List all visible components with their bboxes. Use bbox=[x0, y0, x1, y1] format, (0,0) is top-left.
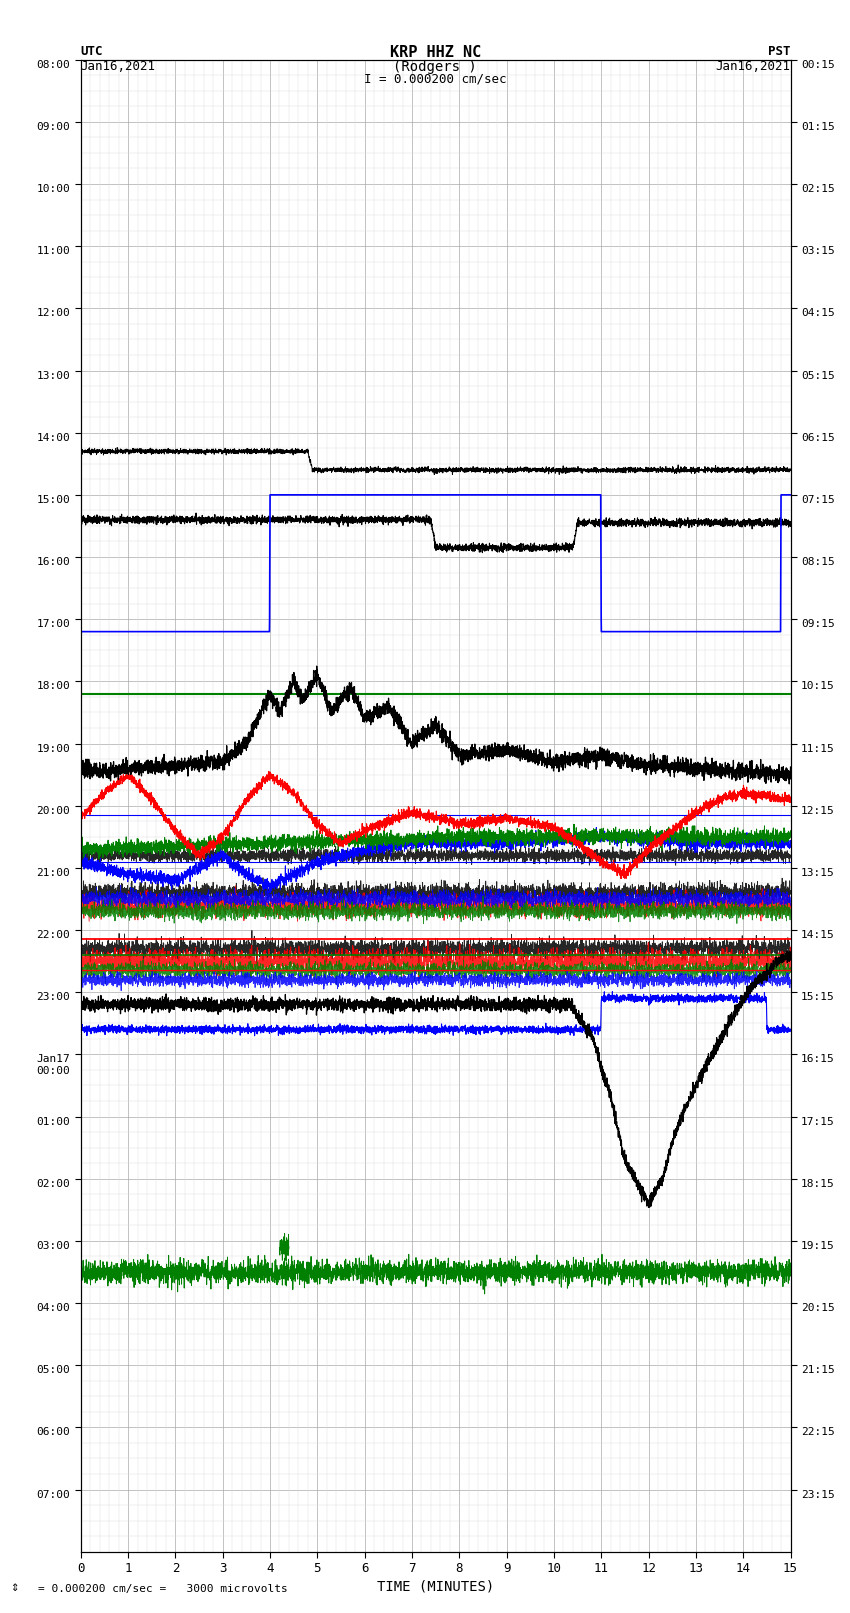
Text: (Rodgers ): (Rodgers ) bbox=[394, 60, 477, 74]
Text: Jan16,2021: Jan16,2021 bbox=[716, 60, 790, 73]
Text: I = 0.000200 cm/sec: I = 0.000200 cm/sec bbox=[364, 73, 507, 85]
X-axis label: TIME (MINUTES): TIME (MINUTES) bbox=[377, 1579, 494, 1594]
Text: KRP HHZ NC: KRP HHZ NC bbox=[389, 45, 481, 60]
Text: Jan16,2021: Jan16,2021 bbox=[81, 60, 156, 73]
Text: ⇕: ⇕ bbox=[10, 1579, 19, 1594]
Text: PST: PST bbox=[768, 45, 790, 58]
Text: = 0.000200 cm/sec =   3000 microvolts: = 0.000200 cm/sec = 3000 microvolts bbox=[38, 1584, 288, 1594]
Text: UTC: UTC bbox=[81, 45, 103, 58]
